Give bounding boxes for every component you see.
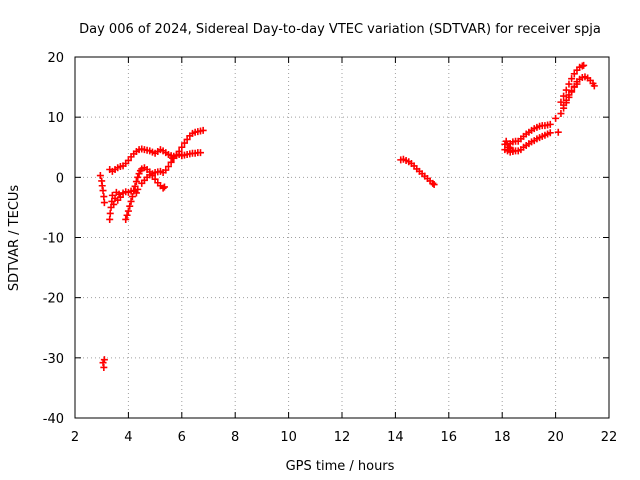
data-point-marker bbox=[509, 147, 517, 155]
data-point-marker bbox=[110, 200, 118, 208]
data-point-marker bbox=[554, 128, 562, 136]
data-point-marker bbox=[127, 197, 135, 205]
data-point-marker bbox=[99, 187, 107, 195]
data-point-marker bbox=[175, 147, 183, 155]
data-point-marker bbox=[570, 70, 578, 78]
x-tick-label: 8 bbox=[231, 430, 239, 445]
data-point-marker bbox=[546, 129, 554, 137]
data-point-marker bbox=[162, 166, 170, 174]
data-point-marker bbox=[167, 158, 175, 166]
data-point-marker bbox=[116, 193, 124, 201]
data-point-marker bbox=[590, 82, 598, 90]
data-point-marker bbox=[124, 207, 132, 215]
chart-title: Day 006 of 2024, Sidereal Day-to-day VTE… bbox=[79, 22, 601, 37]
data-points bbox=[96, 61, 598, 371]
data-point-marker bbox=[124, 156, 132, 164]
data-point-marker bbox=[580, 61, 588, 69]
data-point-marker bbox=[180, 139, 188, 147]
y-tick-label: 20 bbox=[47, 51, 64, 66]
data-point-marker bbox=[126, 202, 134, 210]
x-tick-label: 10 bbox=[280, 430, 297, 445]
x-tick-label: 20 bbox=[547, 430, 564, 445]
data-point-marker bbox=[134, 173, 142, 181]
data-point-marker bbox=[131, 182, 139, 190]
data-point-marker bbox=[196, 149, 204, 157]
y-tick-label: -40 bbox=[43, 412, 64, 427]
data-point-marker bbox=[100, 193, 108, 201]
data-point-marker bbox=[106, 215, 114, 223]
y-axis-label: SDTVAR / TECUs bbox=[7, 185, 22, 292]
grid-lines bbox=[75, 57, 609, 418]
data-point-marker bbox=[106, 209, 114, 217]
x-tick-label: 16 bbox=[441, 430, 458, 445]
x-axis-ticks: 2 4 6 8 10 12 14 16 18 20 22 bbox=[71, 57, 617, 445]
x-tick-label: 14 bbox=[387, 430, 404, 445]
y-tick-label: -20 bbox=[43, 292, 64, 307]
data-point-marker bbox=[123, 211, 131, 219]
data-point-marker bbox=[100, 363, 108, 371]
data-point-marker bbox=[568, 75, 576, 83]
data-point-marker bbox=[552, 114, 560, 122]
data-point-marker bbox=[122, 215, 130, 223]
data-point-marker bbox=[505, 143, 513, 151]
y-tick-label: -30 bbox=[43, 352, 64, 367]
data-point-marker bbox=[562, 96, 570, 104]
data-point-marker bbox=[100, 356, 108, 364]
x-tick-label: 6 bbox=[178, 430, 186, 445]
data-point-marker bbox=[178, 143, 186, 151]
y-tick-label: 10 bbox=[47, 111, 64, 126]
x-axis-label: GPS time / hours bbox=[286, 459, 395, 474]
data-point-marker bbox=[183, 135, 191, 143]
data-point-marker bbox=[429, 179, 437, 187]
data-point-marker bbox=[98, 182, 106, 190]
data-point-marker bbox=[573, 80, 581, 88]
data-point-marker bbox=[100, 199, 108, 207]
data-point-marker bbox=[568, 87, 576, 95]
data-point-marker bbox=[96, 172, 104, 180]
data-point-marker bbox=[132, 178, 140, 186]
x-tick-label: 18 bbox=[494, 430, 511, 445]
data-point-marker bbox=[560, 92, 568, 100]
y-axis-ticks: -40 -30 -20 -10 0 10 20 bbox=[43, 51, 609, 427]
y-tick-label: 0 bbox=[56, 171, 64, 186]
data-point-marker bbox=[164, 163, 172, 171]
data-point-marker bbox=[199, 126, 207, 134]
data-point-marker bbox=[151, 175, 159, 183]
data-point-marker bbox=[502, 137, 510, 145]
x-tick-label: 4 bbox=[124, 430, 132, 445]
data-point-marker bbox=[160, 183, 168, 191]
data-point-marker bbox=[130, 187, 138, 195]
x-tick-label: 22 bbox=[601, 430, 618, 445]
data-point-marker bbox=[557, 110, 565, 118]
data-point-marker bbox=[546, 120, 554, 128]
x-tick-label: 12 bbox=[334, 430, 351, 445]
data-point-marker bbox=[560, 101, 568, 109]
y-tick-label: -10 bbox=[43, 232, 64, 247]
data-point-marker bbox=[159, 184, 167, 192]
data-point-marker bbox=[565, 80, 573, 88]
data-point-marker bbox=[565, 91, 573, 99]
data-point-marker bbox=[128, 193, 136, 201]
data-point-marker bbox=[430, 181, 438, 189]
x-tick-label: 2 bbox=[71, 430, 79, 445]
